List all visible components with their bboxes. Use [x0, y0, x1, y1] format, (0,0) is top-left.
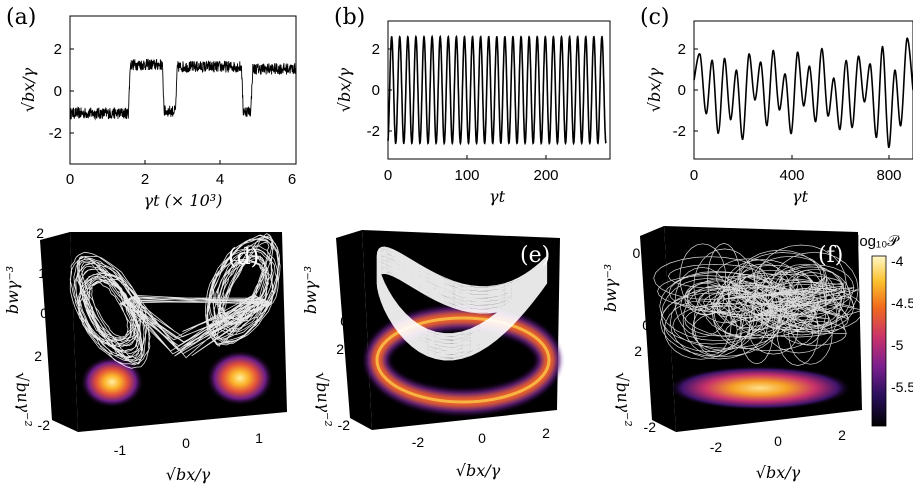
panel-c-series-line — [693, 37, 913, 149]
panel-c-xticks: 0 400 800 — [690, 155, 902, 184]
panel-d-ylabel: √buγ⁻² — [12, 371, 36, 428]
panel-d: (d) 2 1 0 2 -2 -1 0 1 √bx/γ bwγ⁻³ √buγ⁻² — [3, 225, 287, 484]
panel-d-density-right — [206, 350, 274, 406]
panel-e-ytick-2: 2 — [336, 341, 344, 357]
panel-e-xtick-2: 2 — [542, 425, 550, 441]
panel-b-series-line — [387, 34, 607, 146]
colorbar-tick-m55: -5.5 — [891, 379, 913, 395]
panel-a-xtick-2: 2 — [141, 171, 149, 188]
panel-e-zlabel: bwγ⁻³ — [301, 266, 320, 314]
panel-e-ytick-m2: -2 — [338, 417, 351, 433]
panel-d-left-wall — [40, 232, 78, 432]
panel-b-xtick-200: 200 — [533, 167, 558, 184]
panel-d-xtick-1: 1 — [255, 430, 263, 446]
panel-f-xlabel: √bx/γ — [756, 463, 801, 482]
panel-d-density-left — [80, 356, 144, 408]
panel-d-xtick-m1: -1 — [114, 442, 127, 458]
panel-c-ytick-0: 0 — [678, 82, 686, 99]
panel-a-yticks: 2 0 -2 — [49, 41, 74, 142]
colorbar-bar — [871, 255, 887, 427]
panel-c-xtick-0: 0 — [690, 167, 698, 184]
panel-a-xtick-4: 4 — [216, 171, 224, 188]
panel-d-ztick-0: 0 — [40, 305, 48, 321]
panel-f-xtick-m2: -2 — [710, 439, 723, 455]
panel-f-trajectory — [653, 243, 864, 366]
panel-f-label: (f) — [818, 243, 843, 268]
panel-c: (c) 2 0 -2 0 400 800 γt √bx/γ — [640, 5, 913, 206]
panel-f-ytick-m2: -2 — [644, 419, 657, 435]
panel-e-ylabel: √buγ⁻² — [312, 371, 336, 428]
panel-c-xtick-400: 400 — [779, 167, 804, 184]
panel-e-xlabel: √bx/γ — [456, 461, 501, 480]
panel-b-ylabel: √bx/γ — [335, 67, 354, 112]
colorbar-tick-m4: -4 — [891, 253, 904, 269]
colorbar-label: log₁₀𝒫 — [856, 233, 900, 250]
panel-e: (e) 0.4 0 2 -2 -2 0 2 √bx/γ bwγ⁻³ √buγ⁻² — [301, 230, 560, 480]
panel-c-xtick-800: 800 — [876, 167, 901, 184]
panel-a-ytick-m2: -2 — [49, 125, 62, 142]
panel-b-label: (b) — [334, 5, 365, 30]
panel-c-label: (c) — [640, 5, 670, 30]
panel-b-xtick-100: 100 — [454, 167, 479, 184]
panel-a-ytick-2: 2 — [54, 41, 62, 58]
panel-f-density — [668, 366, 852, 410]
panel-f-ztick-0: 0 — [642, 317, 650, 333]
panel-f-zlabel: bwγ⁻³ — [601, 264, 620, 312]
panel-a-xtick-0: 0 — [66, 171, 74, 188]
panel-b: (b) 2 0 -2 0 100 200 γt √bx/γ — [334, 5, 611, 206]
panel-c-ytick-2: 2 — [678, 41, 686, 58]
panel-b-ytick-0: 0 — [372, 82, 380, 99]
panel-f: (f) 0.2 0 2 -2 -2 0 2 √bx/γ bwγ⁻³ √buγ⁻² — [601, 226, 864, 482]
panel-b-yticks: 2 0 -2 — [367, 41, 392, 140]
panel-d-xlabel: √bx/γ — [166, 465, 211, 484]
panel-e-xtick-0: 0 — [478, 430, 486, 446]
panel-e-label: (e) — [520, 243, 550, 268]
panel-b-xtick-0: 0 — [384, 167, 392, 184]
panel-a-series-line — [69, 58, 297, 121]
panel-a-xtick-6: 6 — [288, 171, 296, 188]
panel-d-label: (d) — [228, 245, 259, 270]
panel-e-trajectory — [376, 246, 548, 361]
panel-a-label: (a) — [6, 5, 36, 30]
panel-a-frame — [69, 15, 297, 165]
panel-b-ytick-2: 2 — [372, 41, 380, 58]
panel-b-xticks: 0 100 200 — [384, 155, 559, 184]
panel-d-ztick-2: 2 — [36, 225, 44, 241]
panel-a-xticks: 0 2 4 6 — [66, 160, 296, 188]
panel-c-yticks: 2 0 -2 — [673, 41, 698, 140]
panel-e-ring-core — [375, 316, 551, 404]
panel-d-ytick-2: 2 — [34, 348, 42, 364]
panel-c-xlabel: γt — [792, 187, 809, 206]
panel-f-left-wall — [640, 226, 676, 432]
panel-b-ytick-m2: -2 — [367, 123, 380, 140]
panel-f-ytick-2: 2 — [634, 343, 642, 359]
panel-e-ztick-04: 0.4 — [339, 255, 359, 271]
panel-e-left-wall — [336, 230, 372, 430]
colorbar-tick-m5: -5 — [891, 337, 904, 353]
panel-a: (a) 2 0 -2 0 2 4 6 γt (× 10³) √bx/γ — [6, 5, 297, 210]
panel-d-zlabel: bwγ⁻³ — [3, 266, 22, 314]
panel-d-xtick-0: 0 — [182, 435, 190, 451]
panel-f-xtick-0: 0 — [774, 433, 782, 449]
panel-f-ztick-02: 0.2 — [633, 245, 653, 261]
colorbar: log₁₀𝒫 -4 -4.5 -5 -5.5 — [856, 233, 913, 427]
panel-b-xlabel: γt — [489, 187, 506, 206]
panel-a-ytick-0: 0 — [54, 83, 62, 100]
panel-d-ztick-1: 1 — [38, 265, 46, 281]
colorbar-tick-m45: -4.5 — [891, 295, 913, 311]
panel-e-ztick-0: 0 — [340, 313, 348, 329]
panel-e-xtick-m2: -2 — [412, 434, 425, 450]
panel-c-ytick-m2: -2 — [673, 123, 686, 140]
panel-c-ylabel: √bx/γ — [645, 67, 664, 112]
panel-a-ylabel: √bx/γ — [19, 67, 38, 112]
panel-a-xlabel: γt (× 10³) — [144, 191, 223, 210]
panel-d-ytick-m2: -2 — [38, 417, 51, 433]
panel-f-ylabel: √buγ⁻² — [612, 371, 636, 428]
panel-f-xtick-2: 2 — [838, 427, 846, 443]
panel-d-trajectory — [69, 233, 281, 369]
